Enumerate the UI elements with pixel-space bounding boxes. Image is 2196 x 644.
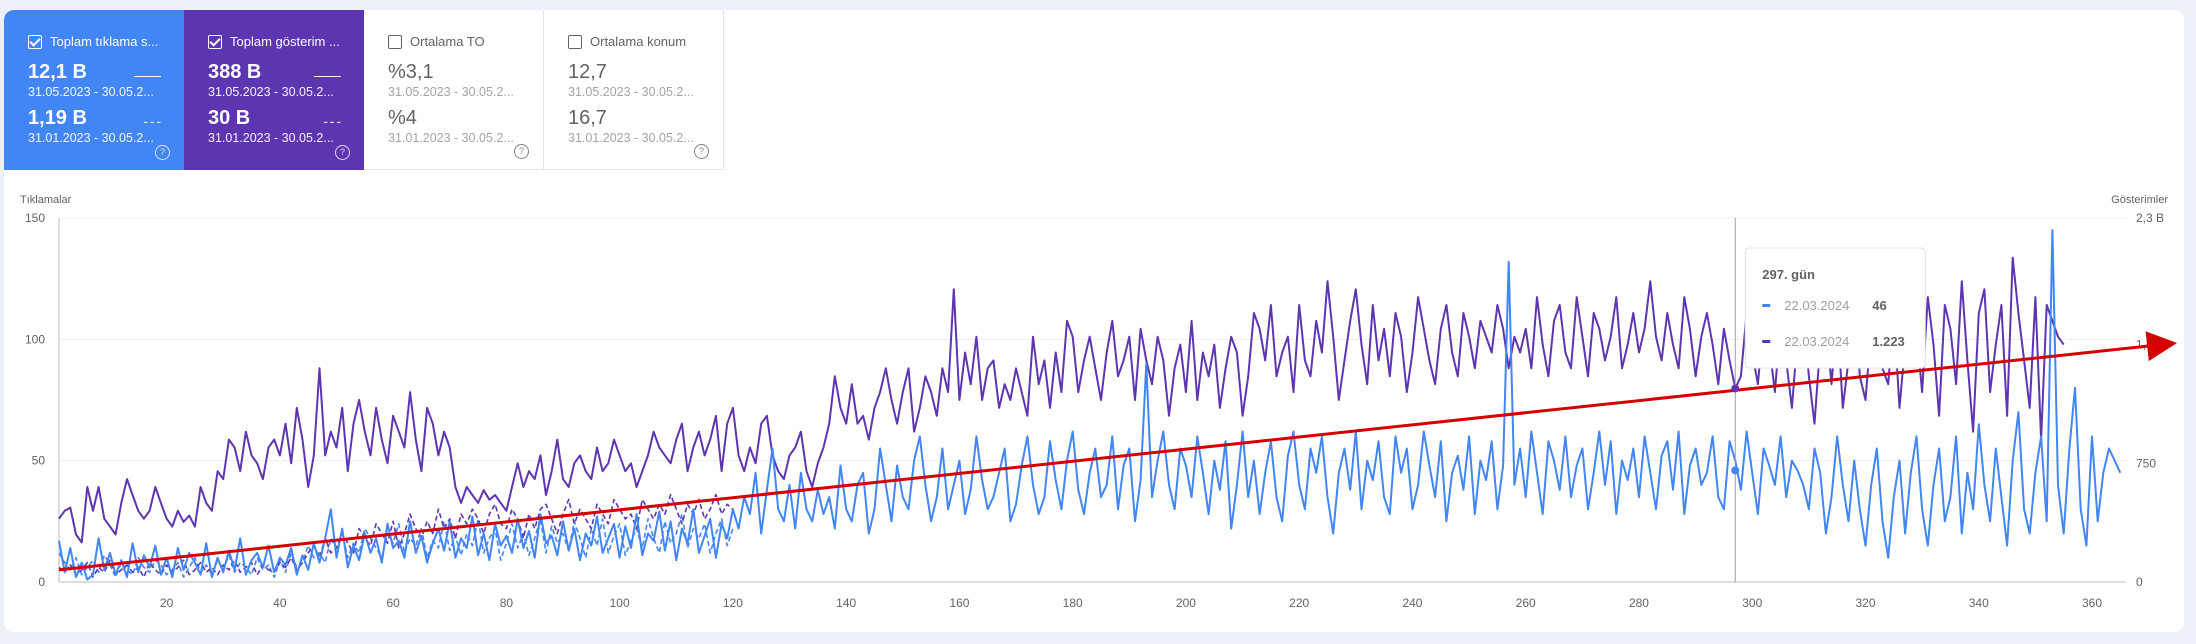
card-value-previous: 1,19 B [28, 107, 87, 129]
card-average-ctr[interactable]: Ortalama TO %3,1 31.05.2023 - 30.05.2...… [364, 10, 544, 170]
x-tick-label: 240 [1402, 596, 1422, 610]
x-tick-label: 320 [1855, 596, 1875, 610]
card-date-previous: 31.01.2023 - 30.05.2... [388, 131, 514, 145]
card-label: Toplam gösterim ... [230, 34, 340, 49]
tooltip-legend-swatch [1762, 304, 1771, 307]
dashed-line-icon: - - - [143, 113, 161, 129]
y-tick-label-left: 0 [38, 575, 45, 589]
card-date-current: 31.05.2023 - 30.05.2... [28, 85, 154, 99]
tooltip-value: 1.223 [1872, 334, 1905, 349]
card-label: Ortalama konum [590, 34, 687, 49]
current-impressions-line [58, 256, 2065, 544]
metric-cards: Toplam tıklama s... 12,1 B —— 31.05.2023 … [4, 10, 724, 170]
solid-line-icon: —— [314, 67, 341, 83]
previous-impressions-line [58, 493, 734, 578]
card-date-previous: 31.01.2023 - 30.05.2... [28, 131, 154, 145]
checkbox-icon[interactable] [208, 34, 222, 49]
card-total-clicks[interactable]: Toplam tıklama s... 12,1 B —— 31.05.2023 … [4, 10, 184, 170]
x-tick-label: 260 [1516, 596, 1536, 610]
x-tick-label: 200 [1176, 596, 1196, 610]
help-icon[interactable]: ? [335, 145, 350, 160]
x-tick-label: 140 [836, 596, 856, 610]
card-average-position[interactable]: Ortalama konum 12,7 31.05.2023 - 30.05.2… [544, 10, 724, 170]
y-tick-label-left: 50 [32, 454, 46, 468]
card-date-current: 31.05.2023 - 30.05.2... [208, 85, 334, 99]
checkbox-icon[interactable] [28, 34, 42, 49]
y-tick-label-right: 2,3 B [2136, 211, 2164, 225]
x-tick-label: 160 [949, 596, 969, 610]
x-tick-label: 80 [500, 596, 514, 610]
card-value-current: 388 B [208, 61, 262, 83]
hover-dot-impressions [1731, 384, 1740, 393]
card-value-current: 12,7 [568, 61, 607, 83]
help-icon[interactable]: ? [694, 144, 709, 159]
current-clicks-line [58, 229, 2122, 581]
card-total-impressions[interactable]: Toplam gösterim ... 388 B —— 31.05.2023 -… [184, 10, 364, 170]
card-value-current: %3,1 [388, 61, 434, 83]
help-icon[interactable]: ? [155, 145, 170, 160]
x-tick-label: 340 [1969, 596, 1989, 610]
checkbox-icon[interactable] [388, 34, 402, 49]
checkbox-icon[interactable] [568, 34, 582, 49]
x-tick-label: 300 [1742, 596, 1762, 610]
card-value-previous: 30 B [208, 107, 251, 129]
card-date-current: 31.05.2023 - 30.05.2... [388, 85, 514, 99]
tooltip-date: 22.03.2024 [1784, 334, 1849, 349]
help-icon[interactable]: ? [514, 144, 529, 159]
tooltip-title: 297. gün [1762, 267, 1815, 282]
x-tick-label: 100 [610, 596, 630, 610]
dashed-line-icon: - - - [323, 113, 341, 129]
card-value-current: 12,1 B [28, 61, 87, 83]
card-label: Ortalama TO [410, 34, 485, 49]
y-tick-label-left: 100 [25, 332, 45, 346]
x-tick-label: 220 [1289, 596, 1309, 610]
solid-line-icon: —— [134, 67, 161, 83]
x-tick-label: 40 [273, 596, 287, 610]
y-tick-label-right: 0 [2136, 575, 2143, 589]
card-label: Toplam tıklama s... [50, 34, 159, 49]
card-value-previous: 16,7 [568, 107, 607, 129]
tooltip-box [1744, 247, 1926, 369]
x-tick-label: 280 [1629, 596, 1649, 610]
card-value-previous: %4 [388, 107, 417, 129]
x-tick-label: 360 [2082, 596, 2102, 610]
tooltip-value: 46 [1872, 298, 1886, 313]
card-date-current: 31.05.2023 - 30.05.2... [568, 85, 694, 99]
y-axis-right-title: Gösterimler [2111, 194, 2168, 206]
tooltip-legend-swatch [1762, 340, 1771, 343]
y-axis-left-title: Tıklamalar [20, 194, 72, 206]
y-tick-label-left: 150 [25, 211, 45, 225]
x-tick-label: 20 [160, 596, 174, 610]
hover-dot-clicks [1731, 466, 1740, 475]
card-date-previous: 31.01.2023 - 30.05.2... [208, 131, 334, 145]
tooltip-date: 22.03.2024 [1784, 298, 1849, 313]
y-tick-label-right: 750 [2136, 456, 2156, 470]
card-date-previous: 31.01.2023 - 30.05.2... [568, 131, 694, 145]
trend-arrow [58, 331, 2177, 572]
x-tick-label: 180 [1063, 596, 1083, 610]
x-tick-label: 60 [386, 596, 400, 610]
x-tick-label: 120 [723, 596, 743, 610]
